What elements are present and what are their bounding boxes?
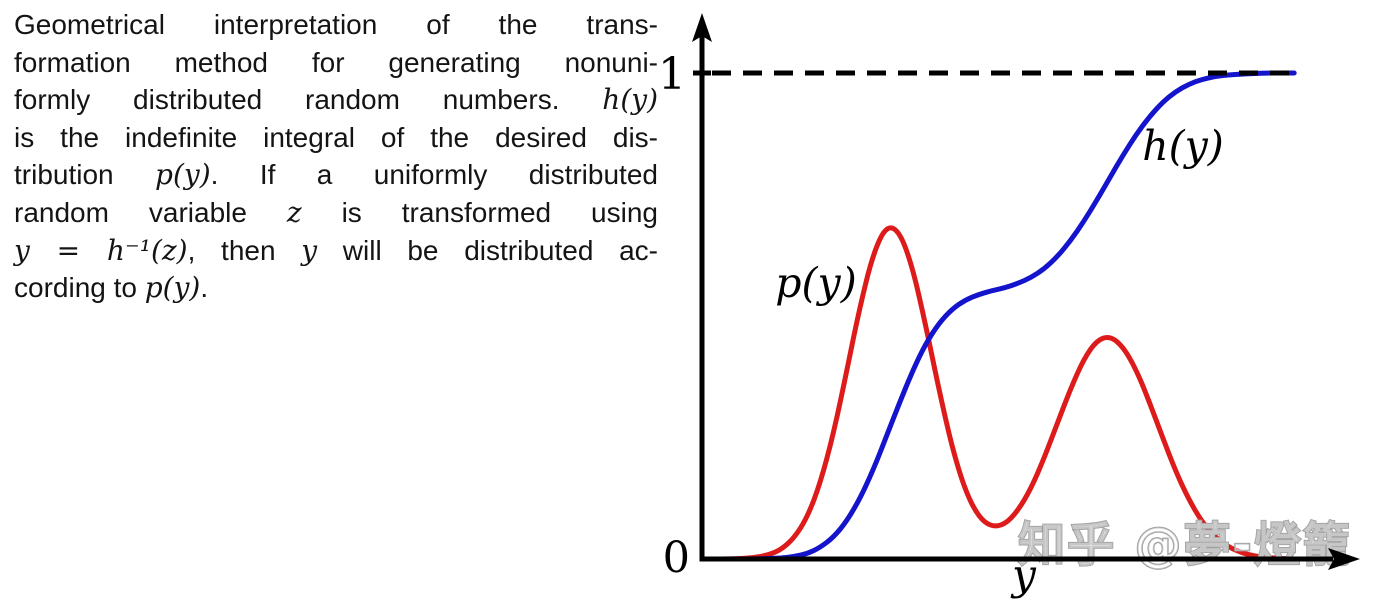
- caption-math: z: [286, 195, 302, 229]
- h-curve-label: h(y): [1142, 122, 1224, 170]
- caption-line: cording to p(y).: [14, 269, 658, 307]
- axes: [692, 13, 1360, 570]
- caption-text: is the indefinite integral of the desire…: [14, 121, 658, 153]
- caption-line: random variable z is transformed using: [14, 194, 658, 232]
- caption-line: formly distributed random numbers. h(y): [14, 81, 658, 119]
- caption-line: y = h⁻¹(z), then y will be distributed a…: [14, 232, 658, 270]
- caption-math: y: [301, 233, 318, 267]
- caption-line: Geometrical interpretation of the trans-: [14, 6, 658, 44]
- caption-text: will be distributed ac-: [317, 234, 658, 266]
- caption-line: is the indefinite integral of the desire…: [14, 119, 658, 157]
- x-axis-label: y: [1010, 550, 1037, 599]
- caption-math: h(y): [602, 83, 658, 117]
- figure-caption: Geometrical interpretation of the trans-…: [14, 6, 658, 307]
- caption-text: Geometrical interpretation of the trans-: [14, 9, 658, 40]
- origin-label: 0: [663, 533, 690, 583]
- caption-text: random variable: [14, 196, 287, 228]
- caption-text: formation method for generating nonuni-: [14, 46, 658, 78]
- caption-text: cording to: [14, 272, 145, 304]
- caption-math: p(y): [144, 271, 201, 305]
- x-axis-arrow-icon: [1328, 548, 1360, 570]
- p-curve: [699, 225, 1297, 562]
- watermark: 知乎 @夢-燈籠: [1018, 518, 1352, 573]
- caption-text: is transformed using: [301, 196, 658, 228]
- h-curve: [699, 70, 1297, 562]
- caption-math: y = h⁻¹(z): [14, 233, 188, 267]
- caption-text: , then: [187, 234, 302, 266]
- caption-text: tribution: [14, 159, 156, 191]
- y-axis-arrow-icon: [692, 13, 712, 42]
- y-axis-max-label: 1: [658, 49, 686, 100]
- caption-text: formly distributed random numbers.: [14, 84, 603, 116]
- caption-text: . If a uniformly distributed: [210, 159, 658, 191]
- p-curve-label: p(y): [775, 259, 856, 307]
- caption-line: tribution p(y). If a uniformly distribut…: [14, 156, 658, 194]
- caption-text: .: [200, 272, 209, 304]
- caption-math: p(y): [155, 158, 211, 192]
- caption-line: formation method for generating nonuni-: [14, 44, 658, 82]
